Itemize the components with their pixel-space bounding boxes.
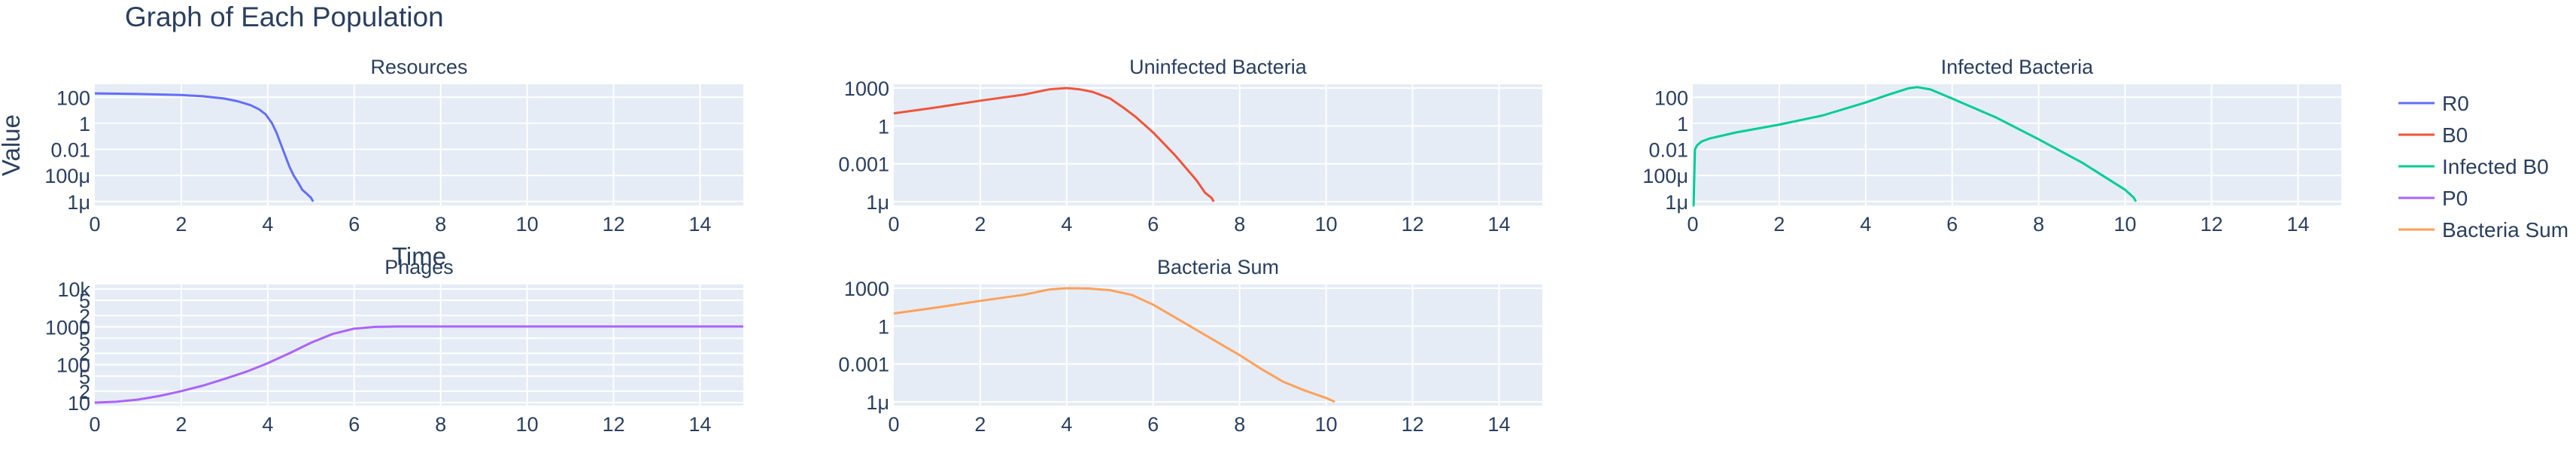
y-tick-label: 2: [79, 343, 90, 366]
x-tick-label: 4: [1061, 213, 1072, 236]
plot-area: [894, 84, 1542, 205]
x-tick-label: 8: [1234, 413, 1245, 436]
plot-area: [95, 84, 743, 205]
subplot-title: Uninfected Bacteria: [1129, 56, 1308, 78]
y-tick-label: 0.01: [50, 139, 90, 162]
x-tick-label: 14: [689, 413, 712, 436]
x-tick-label: 4: [1860, 213, 1871, 236]
y-tick-label: 1μ: [866, 191, 889, 214]
y-tick-label: 1000: [844, 78, 889, 100]
legend-item[interactable]: R0: [2442, 92, 2469, 115]
x-tick-label: 12: [603, 413, 625, 436]
x-tick-label: 4: [1061, 413, 1072, 436]
x-tick-label: 6: [1147, 413, 1159, 436]
y-tick-label: 100: [56, 354, 90, 377]
y-tick-label: 5: [79, 327, 90, 350]
x-tick-label: 12: [1402, 413, 1424, 436]
x-tick-label: 2: [974, 413, 986, 436]
x-tick-label: 6: [1147, 213, 1159, 236]
x-tick-label: 6: [1946, 213, 1958, 236]
y-tick-label: 2: [79, 305, 90, 327]
x-axis-title: Time: [392, 242, 446, 270]
legend-item[interactable]: Infected B0: [2442, 155, 2549, 178]
subplot-title: Phages: [384, 256, 454, 278]
y-tick-label: 0.001: [838, 154, 889, 176]
subplot-title: Infected Bacteria: [1941, 56, 2095, 78]
x-tick-label: 2: [974, 213, 986, 236]
x-tick-label: 14: [689, 213, 712, 236]
y-tick-label: 1: [878, 315, 889, 338]
figure-title: Graph of Each Population: [125, 2, 444, 32]
x-tick-label: 0: [888, 213, 899, 236]
subplot-title: Resources: [370, 56, 467, 78]
y-tick-label: 1μ: [67, 191, 90, 214]
series-line-infected-b0: [1692, 86, 2137, 207]
x-tick-label: 2: [175, 413, 187, 436]
x-tick-label: 8: [435, 413, 446, 436]
subplot-title: Bacteria Sum: [1157, 256, 1279, 278]
plot-area: [894, 284, 1542, 406]
legend-item[interactable]: P0: [2442, 187, 2468, 210]
y-tick-label: 5: [79, 366, 90, 388]
y-tick-label: 1000: [844, 278, 889, 300]
x-tick-label: 2: [175, 213, 187, 236]
y-tick-label: 100: [1654, 87, 1688, 109]
plot-area: [1693, 84, 2341, 205]
x-tick-label: 10: [1315, 213, 1338, 236]
y-tick-label: 1: [878, 115, 889, 138]
x-tick-label: 4: [262, 413, 273, 436]
series-line-bacteria-sum: [893, 287, 1335, 403]
series-line-r0: [94, 92, 314, 202]
y-tick-label: 1μ: [1665, 191, 1688, 214]
series-line-p0: [94, 325, 743, 404]
y-tick-label: 1: [79, 113, 90, 135]
legend-item[interactable]: B0: [2442, 123, 2468, 147]
y-tick-label: 0.01: [1648, 139, 1688, 162]
x-tick-label: 6: [348, 413, 360, 436]
x-tick-label: 14: [1488, 213, 1511, 236]
y-tick-label: 10k: [57, 278, 90, 301]
series-line-b0: [893, 87, 1215, 202]
x-tick-label: 8: [435, 213, 446, 236]
x-tick-label: 14: [1488, 413, 1511, 436]
x-tick-label: 8: [2033, 213, 2044, 236]
y-tick-label: 5: [79, 290, 90, 312]
x-tick-label: 14: [2287, 213, 2310, 236]
x-tick-label: 12: [603, 213, 625, 236]
x-tick-label: 10: [1315, 413, 1338, 436]
y-tick-label: 100μ: [1642, 165, 1688, 187]
y-tick-label: 100μ: [44, 165, 90, 187]
x-tick-label: 12: [1402, 213, 1424, 236]
x-tick-label: 8: [1234, 213, 1245, 236]
y-tick-label: 100: [56, 87, 90, 109]
x-tick-label: 2: [1773, 213, 1785, 236]
legend-item[interactable]: Bacteria Sum: [2442, 218, 2568, 242]
x-tick-label: 0: [1687, 213, 1698, 236]
x-tick-label: 10: [516, 413, 539, 436]
x-tick-label: 0: [89, 413, 100, 436]
x-tick-label: 10: [2114, 213, 2137, 236]
y-tick-label: 1μ: [866, 391, 889, 414]
x-tick-label: 6: [348, 213, 360, 236]
y-tick-label: 10: [68, 392, 90, 415]
y-tick-label: 0.001: [838, 354, 889, 376]
x-tick-label: 0: [89, 213, 100, 236]
x-tick-label: 10: [516, 213, 539, 236]
y-axis-title: Value: [0, 114, 25, 176]
x-tick-label: 4: [262, 213, 273, 236]
y-tick-label: 1: [1677, 113, 1688, 135]
y-tick-label: 1000: [45, 316, 90, 339]
x-tick-label: 0: [888, 413, 899, 436]
y-tick-label: 2: [79, 381, 90, 403]
x-tick-label: 12: [2201, 213, 2223, 236]
